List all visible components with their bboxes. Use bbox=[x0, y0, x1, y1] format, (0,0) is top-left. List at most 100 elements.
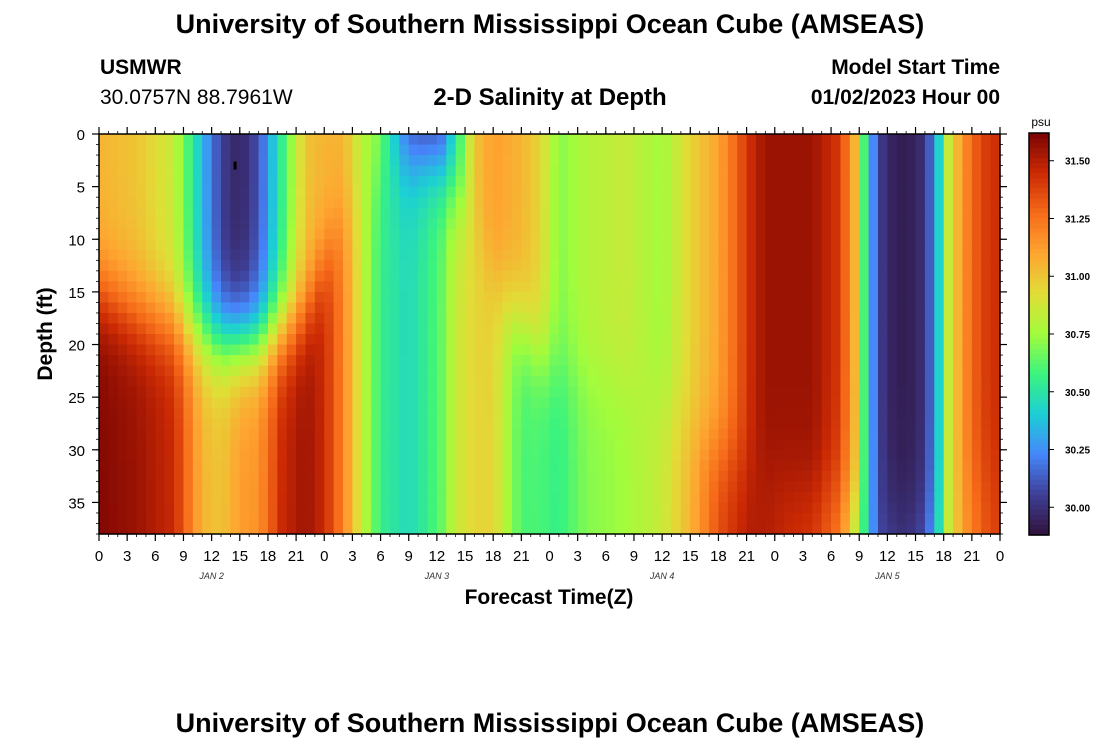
heatmap-cell bbox=[408, 439, 419, 451]
heatmap-cell bbox=[192, 291, 203, 304]
heatmap-cell bbox=[540, 502, 551, 514]
heatmap-cell bbox=[99, 312, 109, 325]
x-tick-label: 15 bbox=[231, 548, 248, 565]
heatmap-cell bbox=[183, 481, 194, 493]
heatmap-cell bbox=[183, 134, 194, 146]
heatmap-cell bbox=[953, 239, 964, 251]
heatmap-cell bbox=[258, 228, 269, 240]
heatmap-cell bbox=[455, 260, 466, 272]
heatmap-cell bbox=[577, 155, 588, 167]
heatmap-cell bbox=[709, 365, 720, 377]
heatmap-cell bbox=[690, 197, 701, 209]
heatmap-cell bbox=[174, 428, 185, 440]
heatmap-cell bbox=[868, 144, 879, 156]
heatmap-cell bbox=[230, 197, 241, 209]
heatmap-cell bbox=[802, 291, 813, 304]
heatmap-cell bbox=[558, 376, 569, 388]
heatmap-cell bbox=[643, 397, 654, 409]
heatmap-cell bbox=[371, 249, 382, 261]
heatmap-cell bbox=[784, 470, 795, 482]
heatmap-cell bbox=[934, 428, 945, 440]
heatmap-cell bbox=[709, 344, 720, 356]
heatmap-cell bbox=[99, 481, 109, 493]
heatmap-cell bbox=[896, 449, 907, 461]
heatmap-cell bbox=[436, 439, 447, 451]
heatmap-cell bbox=[774, 323, 785, 335]
heatmap-cell bbox=[840, 512, 851, 525]
heatmap-cell bbox=[774, 334, 785, 346]
heatmap-cell bbox=[962, 376, 973, 388]
heatmap-cell bbox=[343, 481, 354, 493]
heatmap-cell bbox=[145, 386, 156, 398]
heatmap-cell bbox=[502, 355, 513, 367]
heatmap-cell bbox=[493, 512, 504, 525]
heatmap-cell bbox=[418, 334, 429, 346]
heatmap-cell bbox=[305, 302, 316, 314]
heatmap-cell bbox=[221, 312, 231, 325]
heatmap-cell bbox=[202, 439, 213, 451]
heatmap-cell bbox=[540, 397, 551, 409]
heatmap-cell bbox=[558, 512, 569, 525]
heatmap-cell bbox=[521, 239, 532, 251]
heatmap-cell bbox=[953, 439, 964, 451]
heatmap-cell bbox=[793, 334, 804, 346]
heatmap-cell bbox=[117, 491, 128, 504]
heatmap-cell bbox=[127, 323, 138, 335]
heatmap-cell bbox=[821, 386, 832, 398]
heatmap-cell bbox=[202, 418, 213, 430]
heatmap-cell bbox=[699, 397, 710, 409]
colorbar-tick-label: 31.25 bbox=[1065, 214, 1090, 225]
heatmap-cell bbox=[596, 270, 607, 282]
heatmap-cell bbox=[202, 186, 213, 198]
heatmap-cell bbox=[633, 239, 644, 251]
heatmap-cell bbox=[127, 470, 138, 482]
heatmap-cell bbox=[896, 355, 907, 367]
heatmap-cell bbox=[765, 418, 776, 430]
heatmap-cell bbox=[483, 491, 494, 504]
heatmap-cell bbox=[671, 439, 682, 451]
heatmap-cell bbox=[493, 449, 504, 461]
heatmap-cell bbox=[380, 460, 391, 472]
heatmap-cell bbox=[831, 197, 842, 209]
heatmap-cell bbox=[943, 249, 954, 261]
heatmap-cell bbox=[568, 197, 579, 209]
heatmap-cell bbox=[943, 365, 954, 377]
heatmap-cell bbox=[249, 334, 260, 346]
heatmap-cell bbox=[774, 376, 785, 388]
heatmap-cell bbox=[249, 481, 260, 493]
heatmap-cell bbox=[277, 460, 288, 472]
heatmap-cell bbox=[981, 260, 992, 272]
heatmap-cell bbox=[812, 449, 823, 461]
colorbar-step bbox=[1029, 444, 1049, 451]
heatmap-cell bbox=[211, 334, 222, 346]
heatmap-cell bbox=[521, 365, 532, 377]
heatmap-cell bbox=[718, 218, 729, 230]
heatmap-cell bbox=[521, 165, 532, 177]
heatmap-cell bbox=[605, 260, 616, 272]
heatmap-cell bbox=[802, 502, 813, 514]
heatmap-cell bbox=[221, 207, 231, 219]
heatmap-cell bbox=[183, 291, 194, 304]
heatmap-cell bbox=[727, 386, 738, 398]
heatmap-cell bbox=[924, 281, 935, 293]
heatmap-cell bbox=[521, 502, 532, 514]
heatmap-cell bbox=[737, 355, 748, 367]
heatmap-cell bbox=[605, 397, 616, 409]
heatmap-cell bbox=[127, 428, 138, 440]
heatmap-cell bbox=[502, 512, 513, 525]
heatmap-cell bbox=[249, 197, 260, 209]
heatmap-cell bbox=[211, 218, 222, 230]
heatmap-cell bbox=[990, 323, 1001, 335]
heatmap-cell bbox=[633, 291, 644, 304]
heatmap-cell bbox=[831, 418, 842, 430]
heatmap-cell bbox=[990, 239, 1001, 251]
heatmap-cell bbox=[296, 218, 307, 230]
heatmap-cell bbox=[530, 281, 541, 293]
heatmap-cell bbox=[587, 460, 598, 472]
heatmap-cell bbox=[671, 365, 682, 377]
heatmap-cell bbox=[831, 523, 842, 535]
heatmap-cell bbox=[971, 281, 982, 293]
heatmap-cell bbox=[371, 197, 382, 209]
heatmap-cell bbox=[671, 376, 682, 388]
heatmap-cell bbox=[746, 502, 757, 514]
